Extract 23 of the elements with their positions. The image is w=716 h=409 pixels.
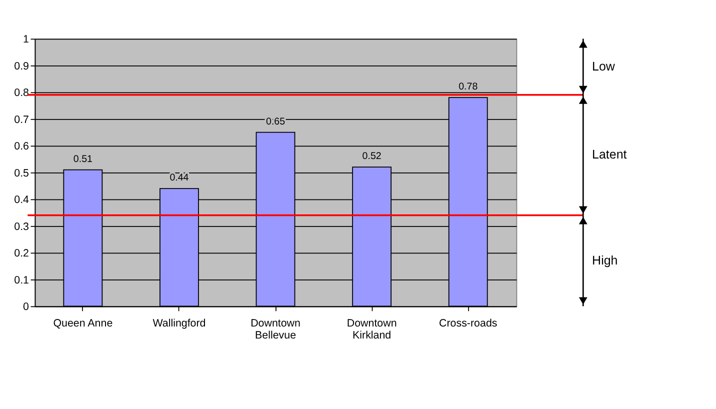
y-tick-label: 0.4 <box>14 194 30 206</box>
x-tick-label: Queen Anne <box>53 317 113 330</box>
y-tick-label: 0.2 <box>14 248 30 260</box>
y-tick-label: 0.5 <box>14 167 30 180</box>
y-tick-label: 0.3 <box>14 220 30 233</box>
text: Latent <box>592 148 628 162</box>
data-label: 0.44 <box>170 172 190 184</box>
x-tick-label: Downtown Kirkland <box>346 317 397 342</box>
text: High <box>592 253 618 268</box>
data-label: 0.51 <box>73 154 92 165</box>
data-label: 0.78 <box>458 82 478 93</box>
x-tick-label: Wallingford <box>152 317 206 330</box>
y-tick-label: 0.9 <box>14 60 30 72</box>
y-tick-label: 1 <box>23 34 30 46</box>
x-tick-label: Downtown Bellevue <box>250 317 301 342</box>
data-label: 0.52 <box>362 151 382 162</box>
x-tick-label: Cross-roads <box>439 317 498 330</box>
y-tick-label: 0.8 <box>14 87 30 100</box>
y-tick-label: 0 <box>23 301 30 314</box>
y-tick-label: 0.6 <box>14 140 30 153</box>
text: Low <box>592 59 616 74</box>
y-tick-label: 0.1 <box>14 274 30 286</box>
y-tick-label: 0.7 <box>14 114 30 126</box>
